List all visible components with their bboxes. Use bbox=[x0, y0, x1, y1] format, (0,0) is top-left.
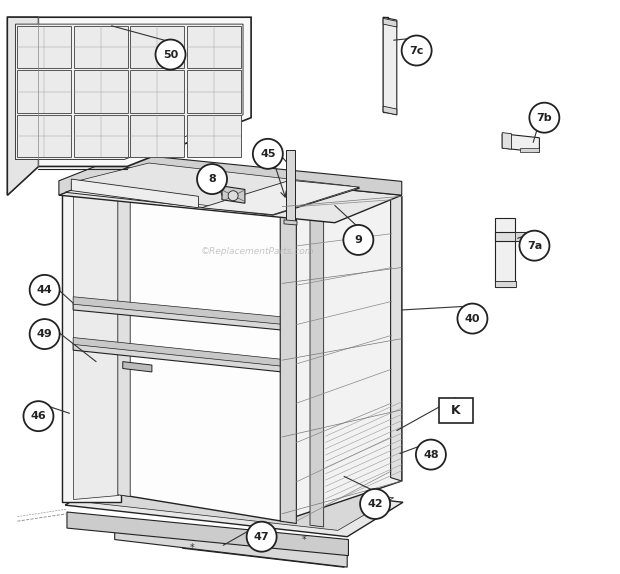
Polygon shape bbox=[65, 165, 360, 215]
Polygon shape bbox=[74, 115, 128, 157]
Circle shape bbox=[156, 40, 185, 69]
Text: *: * bbox=[190, 543, 195, 553]
Polygon shape bbox=[391, 193, 402, 481]
Circle shape bbox=[30, 319, 60, 349]
Polygon shape bbox=[495, 218, 515, 287]
Circle shape bbox=[253, 139, 283, 169]
Polygon shape bbox=[495, 232, 541, 241]
Polygon shape bbox=[286, 150, 294, 223]
Circle shape bbox=[520, 231, 549, 261]
Polygon shape bbox=[383, 17, 388, 112]
Polygon shape bbox=[17, 26, 71, 68]
Polygon shape bbox=[73, 338, 282, 366]
Polygon shape bbox=[17, 115, 71, 157]
Text: 47: 47 bbox=[254, 532, 270, 542]
Circle shape bbox=[247, 522, 277, 552]
Text: 49: 49 bbox=[37, 329, 53, 339]
Circle shape bbox=[197, 164, 227, 194]
Polygon shape bbox=[62, 189, 121, 502]
Polygon shape bbox=[74, 26, 128, 68]
Polygon shape bbox=[71, 163, 350, 212]
Circle shape bbox=[24, 401, 53, 431]
Text: 7a: 7a bbox=[527, 241, 542, 251]
Circle shape bbox=[402, 36, 432, 65]
Text: 8: 8 bbox=[208, 174, 216, 184]
Polygon shape bbox=[280, 194, 296, 523]
Polygon shape bbox=[310, 196, 324, 527]
Polygon shape bbox=[71, 179, 198, 208]
Text: *: * bbox=[301, 534, 306, 545]
Polygon shape bbox=[67, 512, 348, 556]
Polygon shape bbox=[495, 281, 516, 287]
Polygon shape bbox=[71, 468, 394, 530]
Polygon shape bbox=[187, 71, 241, 113]
Polygon shape bbox=[16, 24, 243, 160]
Text: 44: 44 bbox=[37, 285, 53, 295]
Polygon shape bbox=[17, 71, 71, 113]
Text: 7c: 7c bbox=[409, 45, 424, 56]
Polygon shape bbox=[130, 26, 184, 68]
Polygon shape bbox=[383, 17, 397, 115]
Polygon shape bbox=[115, 523, 347, 567]
Text: 50: 50 bbox=[163, 49, 178, 60]
Circle shape bbox=[360, 489, 390, 519]
Text: 40: 40 bbox=[465, 313, 480, 324]
Polygon shape bbox=[202, 180, 360, 215]
Polygon shape bbox=[515, 232, 541, 241]
Text: 46: 46 bbox=[30, 411, 46, 421]
Polygon shape bbox=[74, 71, 128, 113]
Text: K: K bbox=[451, 404, 461, 417]
Polygon shape bbox=[383, 18, 397, 27]
Polygon shape bbox=[121, 189, 282, 521]
Polygon shape bbox=[383, 106, 397, 115]
Circle shape bbox=[416, 440, 446, 470]
Polygon shape bbox=[73, 302, 282, 330]
Polygon shape bbox=[73, 297, 282, 324]
Circle shape bbox=[228, 191, 238, 201]
Text: 9: 9 bbox=[355, 235, 362, 245]
Text: 48: 48 bbox=[423, 449, 439, 460]
Polygon shape bbox=[127, 154, 402, 195]
Polygon shape bbox=[130, 71, 184, 113]
Circle shape bbox=[30, 275, 60, 305]
Polygon shape bbox=[65, 471, 403, 537]
Circle shape bbox=[343, 225, 373, 255]
Polygon shape bbox=[187, 115, 241, 157]
Text: 42: 42 bbox=[367, 499, 383, 509]
Polygon shape bbox=[502, 134, 539, 152]
Polygon shape bbox=[284, 220, 297, 225]
Polygon shape bbox=[222, 186, 245, 203]
Polygon shape bbox=[73, 194, 118, 499]
Polygon shape bbox=[59, 168, 402, 223]
Polygon shape bbox=[130, 115, 184, 157]
Polygon shape bbox=[520, 148, 539, 152]
Polygon shape bbox=[73, 343, 282, 372]
Polygon shape bbox=[183, 532, 344, 567]
Polygon shape bbox=[282, 196, 402, 521]
Polygon shape bbox=[118, 191, 130, 497]
Text: 7b: 7b bbox=[536, 113, 552, 123]
Polygon shape bbox=[187, 26, 241, 68]
Polygon shape bbox=[59, 154, 127, 195]
Polygon shape bbox=[62, 181, 71, 502]
Polygon shape bbox=[7, 17, 38, 195]
Text: ©ReplacementParts.com: ©ReplacementParts.com bbox=[200, 247, 314, 256]
FancyBboxPatch shape bbox=[439, 398, 472, 423]
Polygon shape bbox=[7, 17, 251, 195]
Polygon shape bbox=[123, 362, 152, 372]
Circle shape bbox=[529, 103, 559, 133]
Circle shape bbox=[458, 304, 487, 333]
Polygon shape bbox=[502, 133, 512, 149]
Text: 45: 45 bbox=[260, 149, 275, 159]
